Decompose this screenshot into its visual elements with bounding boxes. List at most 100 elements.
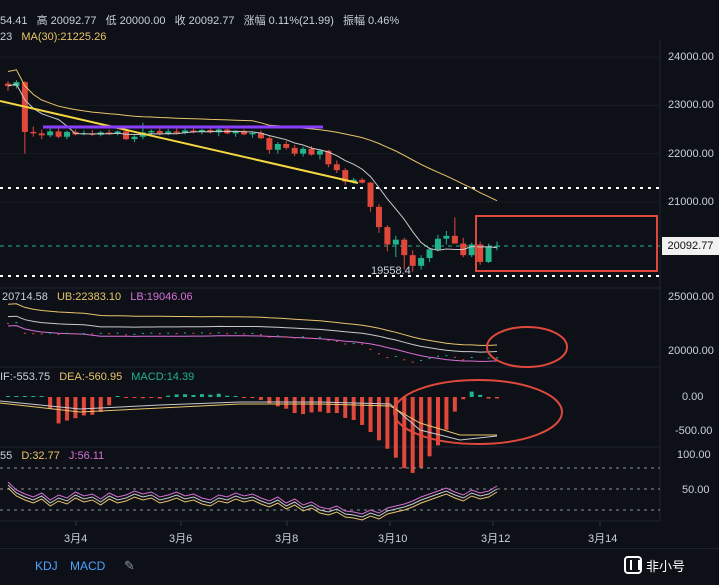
macd-histogram-bar	[56, 397, 61, 424]
candle-body	[190, 130, 197, 132]
candle-body	[409, 255, 416, 266]
boll-lower-line	[7, 325, 498, 363]
candle-body	[291, 147, 298, 154]
candle-body	[38, 133, 45, 136]
x-tick-label: 3月14	[588, 533, 618, 545]
tab-macd[interactable]: MACD	[70, 559, 106, 573]
macd-histogram-bar	[427, 397, 432, 457]
macd-histogram-bar	[107, 397, 112, 406]
candle-body	[165, 131, 172, 134]
boll-tick-label: 25000.00	[668, 291, 714, 303]
macd-histogram-bar	[174, 394, 179, 397]
d-value: D:32.77	[21, 450, 60, 462]
watermark: 非小号	[624, 553, 714, 577]
macd-histogram-bar	[98, 397, 103, 412]
candle-body	[30, 131, 37, 134]
candle-body	[156, 130, 163, 134]
candle-body	[485, 246, 492, 262]
macd-histogram-bar	[326, 397, 331, 413]
tab-kdj[interactable]: KDJ	[35, 559, 58, 573]
x-tick-label: 3月8	[275, 533, 299, 545]
candle-body	[232, 130, 239, 134]
price-tick-label: 23000.00	[668, 99, 714, 111]
price-tick-label: 21000.00	[668, 196, 714, 208]
candle-body	[64, 131, 71, 137]
macd-histogram-bar	[48, 397, 53, 409]
candle-body	[266, 138, 273, 150]
candle-body	[241, 130, 248, 135]
candle-body	[173, 131, 180, 133]
macd-histogram-bar	[39, 396, 44, 397]
macd-histogram-bar	[81, 397, 86, 416]
candle-body	[468, 244, 475, 256]
boll-ub-value: UB:22383.10	[56, 291, 122, 303]
x-tick-label: 3月4	[64, 533, 88, 545]
macd-histogram-bar	[301, 397, 306, 415]
macd-histogram-bar	[22, 396, 27, 397]
candle-body	[5, 83, 11, 86]
macd-histogram-bar	[284, 397, 289, 409]
dea-line	[0, 402, 497, 436]
candle-body	[342, 170, 349, 182]
macd-histogram-bar	[149, 397, 154, 398]
price-tick-label: 24000.00	[668, 51, 714, 63]
macd-histogram-bar	[157, 397, 162, 399]
macd-histogram-bar	[191, 395, 196, 397]
low-value: 低 20000.00	[105, 15, 166, 27]
macd-histogram-bar	[478, 394, 483, 397]
boll-mid-value: 20714.58	[2, 291, 48, 303]
candle-body	[325, 150, 332, 165]
candle-body	[316, 150, 323, 155]
macd-histogram-bar	[360, 397, 365, 425]
candle-body	[401, 239, 408, 256]
candle-body	[114, 131, 121, 134]
dif-value: IF:-553.75	[0, 371, 51, 383]
macd-histogram-bar	[90, 397, 95, 415]
candle-body	[384, 227, 391, 245]
boll-header: 20714.58 UB:22383.10 LB:19046.06	[2, 291, 199, 303]
macd-histogram-bar	[208, 394, 213, 397]
macd-histogram-bar	[242, 397, 247, 398]
candle-body	[274, 144, 281, 150]
candle-body	[106, 132, 113, 134]
edit-icon[interactable]: ✎	[124, 558, 135, 573]
dif-line	[0, 400, 498, 441]
k-value: 55	[0, 450, 13, 462]
macd-histogram-bar	[419, 397, 424, 468]
macd-histogram-bar	[6, 396, 10, 397]
ma30-value: MA(30):21225.26	[21, 31, 107, 43]
candle-body	[375, 206, 382, 228]
macd-tick-label: 0.00	[682, 391, 704, 403]
macd-histogram-bar	[140, 397, 145, 399]
high-value: 高 20092.77	[36, 15, 97, 27]
macd-histogram-bar	[495, 397, 499, 399]
candle-body	[283, 144, 290, 148]
macd-histogram-bar	[385, 397, 390, 449]
price-tick-label: 22000.00	[668, 148, 714, 160]
macd-histogram-bar	[368, 397, 373, 432]
kdj-tick-label: 50.00	[682, 484, 710, 496]
boll-tick-label: 20000.00	[668, 345, 714, 357]
macd-histogram-bar	[292, 397, 297, 414]
candle-body	[257, 132, 264, 139]
change-value: 涨幅 0.11%(21.99)	[243, 15, 334, 27]
candle-body	[131, 136, 138, 140]
candle-body	[367, 182, 374, 207]
candle-body	[148, 130, 155, 133]
downtrend-line	[0, 100, 359, 184]
macd-histogram-bar	[14, 396, 19, 397]
annotation-ellipse-macd	[393, 379, 563, 445]
macd-histogram-bar	[376, 397, 381, 441]
candle-body	[333, 164, 340, 171]
ma-short-line	[7, 83, 498, 251]
x-tick-label: 3月12	[481, 533, 511, 545]
macd-histogram-bar	[452, 397, 457, 412]
macd-histogram-bar	[233, 396, 238, 397]
candle-body	[443, 235, 450, 239]
candle-body	[451, 235, 458, 244]
ma-header: 23 MA(30):21225.26	[0, 31, 112, 43]
candle-body	[249, 132, 256, 135]
candle-body	[477, 244, 484, 262]
macd-histogram-bar	[435, 397, 440, 446]
